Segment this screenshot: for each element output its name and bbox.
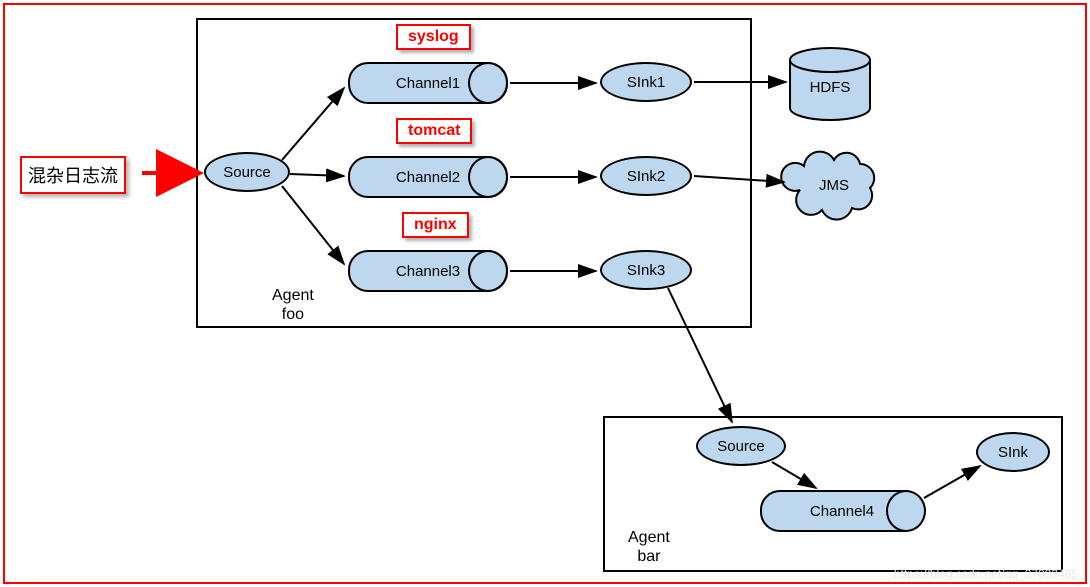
- diagram-container: Agentfoo Agentbar 混杂日志流 Source Channel1 …: [0, 0, 1090, 587]
- arrows: [0, 0, 1090, 587]
- watermark-text: https://blog.csdn.net/qq_27093465: [894, 567, 1078, 581]
- watermark: https://blog.csdn.net/qq_27093465: [894, 567, 1078, 581]
